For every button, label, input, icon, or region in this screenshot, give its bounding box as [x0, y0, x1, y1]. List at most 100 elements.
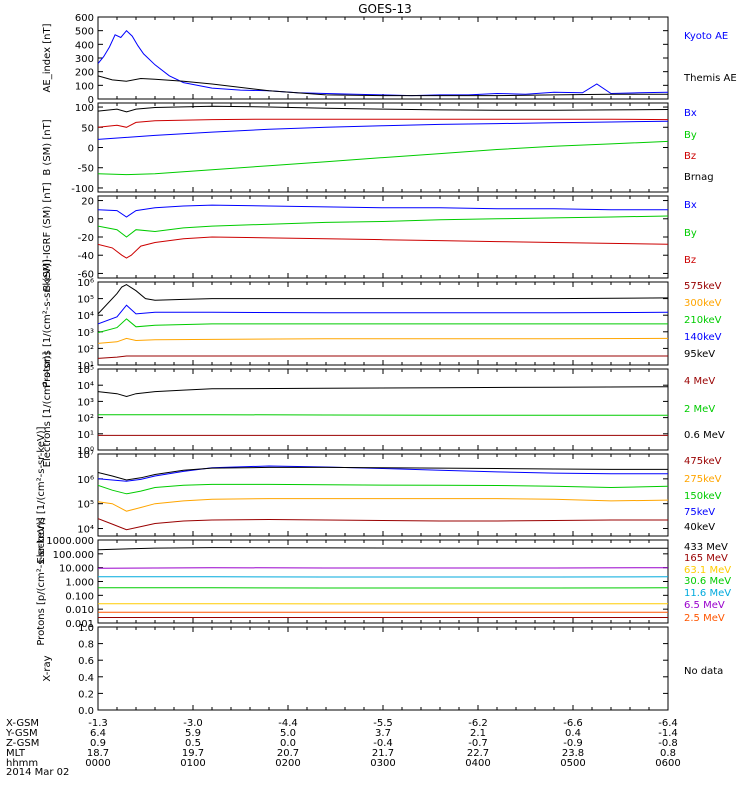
legend-label: 95keV [684, 349, 715, 360]
date-label: 2014 Mar 02 [6, 767, 69, 778]
footer-value: 0400 [465, 758, 490, 769]
series-line-by [98, 216, 668, 237]
y-tick-label: 0 [88, 144, 94, 155]
panel-frame [98, 103, 668, 192]
y-tick-label: 0 [88, 215, 94, 226]
series-line-bx [98, 205, 668, 217]
y-tick-label: 10³ [77, 397, 94, 408]
panel-protons_high: 0.0010.0100.1001.00010.000100.0001000.00… [36, 517, 731, 645]
legend-label: 4 MeV [684, 376, 715, 387]
y-tick-label: 10⁴ [77, 525, 94, 536]
panel-frame [98, 196, 668, 278]
series-line-bz [98, 237, 668, 258]
y-tick-label: 100.000 [53, 550, 94, 561]
y-tick-label: -40 [78, 251, 94, 262]
legend-label: 30.6 MeV [684, 576, 731, 587]
footer-value: 0500 [560, 758, 585, 769]
footer-value: 0600 [655, 758, 680, 769]
y-axis-label: Protons [p/(cm²-s-sr-keV)] [36, 517, 47, 645]
series-line-0.6-mev [98, 387, 668, 397]
y-tick-label: 1.0 [78, 623, 94, 634]
series-line-kyoto-ae [98, 31, 668, 96]
y-tick-label: 10³ [77, 328, 94, 339]
plot-title: GOES-13 [358, 2, 412, 16]
y-tick-label: 10⁴ [77, 381, 94, 392]
footer-value: 0200 [275, 758, 300, 769]
series-line-by [98, 141, 668, 174]
series-line-95kev [98, 285, 668, 314]
y-tick-label: 10.000 [59, 564, 94, 575]
legend-label: 40keV [684, 522, 715, 533]
y-tick-label: 100 [75, 81, 94, 92]
y-tick-label: 400 [75, 40, 94, 51]
y-tick-label: -100 [71, 184, 94, 195]
y-tick-label: 20 [81, 197, 94, 208]
legend-label: 575keV [684, 281, 722, 292]
panel-frame [98, 17, 668, 99]
series-line-6.5-mev [98, 568, 668, 569]
legend-label: 11.6 MeV [684, 588, 731, 599]
y-tick-label: 0.6 [78, 656, 94, 667]
series-line-150kev [98, 484, 668, 493]
y-tick-label: 10⁴ [77, 311, 94, 322]
legend-label: 475keV [684, 456, 722, 467]
series-line-475kev [98, 519, 668, 530]
legend-label: 165 MeV [684, 553, 728, 564]
y-tick-label: -20 [78, 233, 94, 244]
legend-label: 433 MeV [684, 542, 728, 553]
y-tick-label: 300 [75, 54, 94, 65]
y-tick-label: 10⁵ [77, 295, 94, 306]
y-tick-label: 500 [75, 27, 94, 38]
legend-label: 63.1 MeV [684, 565, 731, 576]
y-tick-label: 50 [81, 123, 94, 134]
series-line-bx [98, 121, 668, 139]
legend-label: 150keV [684, 491, 722, 502]
series-line-300kev [98, 338, 668, 343]
legend-label: 210keV [684, 315, 722, 326]
y-tick-label: 10⁷ [77, 450, 94, 461]
y-tick-label: 100 [75, 103, 94, 114]
panel-frame [98, 627, 668, 710]
legend-label: 275keV [684, 474, 722, 485]
legend-label: Bx [684, 200, 697, 211]
series-line-433-mev [98, 548, 668, 550]
y-tick-label: -50 [78, 164, 94, 175]
series-line-2-mev [98, 415, 668, 416]
footer-value: 0300 [370, 758, 395, 769]
y-tick-label: 10⁶ [77, 278, 94, 289]
legend-label: Themis AE [683, 73, 737, 84]
legend-label: Kyoto AE [684, 31, 728, 42]
series-line-210kev [98, 319, 668, 333]
y-tick-label: 1000.000 [46, 536, 94, 547]
footer-value: 0000 [85, 758, 110, 769]
y-tick-label: 10² [77, 414, 94, 425]
footer-value: 0100 [180, 758, 205, 769]
y-axis-label: AE_index [nT] [42, 23, 53, 92]
legend-label: 300keV [684, 298, 722, 309]
series-line-140kev [98, 305, 668, 324]
y-tick-label: 1.000 [65, 578, 94, 589]
legend-label: Bx [684, 108, 697, 119]
legend-label: 75keV [684, 507, 715, 518]
legend-label: 6.5 MeV [684, 600, 725, 611]
legend-label: Bz [684, 151, 696, 162]
legend-label: Bz [684, 255, 696, 266]
y-tick-label: 0.8 [78, 640, 94, 651]
series-line-275kev [98, 499, 668, 512]
y-tick-label: 600 [75, 13, 94, 24]
y-axis-label: B (SM) [nT] [42, 119, 53, 175]
y-tick-label: 10¹ [77, 430, 94, 441]
y-tick-label: 0.010 [65, 605, 94, 616]
legend-label: 2 MeV [684, 404, 715, 415]
legend-label: Brnag [684, 172, 714, 183]
series-line-75kev [98, 466, 668, 481]
panel-frame [98, 369, 668, 450]
